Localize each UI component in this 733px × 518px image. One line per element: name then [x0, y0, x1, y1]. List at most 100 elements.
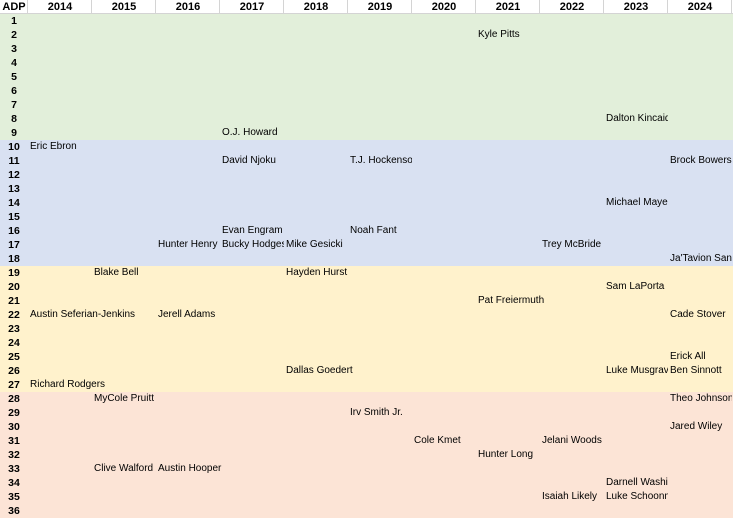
adp-rank-cell[interactable]: 13 [8, 183, 20, 195]
header-column-divider [155, 0, 156, 14]
adp-rank-cell[interactable]: 34 [8, 477, 20, 489]
adp-rank-cell[interactable]: 19 [8, 267, 20, 279]
player-cell[interactable]: Richard Rodgers [30, 379, 106, 390]
adp-rank-cell[interactable]: 15 [8, 211, 20, 223]
adp-rank-cell[interactable]: 17 [8, 239, 20, 251]
year-column-header[interactable]: 2016 [175, 1, 201, 13]
player-cell[interactable]: Evan Engram [222, 225, 283, 236]
player-cell[interactable]: Michael Mayer [606, 197, 668, 208]
player-cell[interactable]: Jelani Woods [542, 435, 602, 446]
player-cell[interactable]: Noah Fant [350, 225, 397, 236]
adp-rank-cell[interactable]: 24 [8, 337, 20, 349]
adp-rank-cell[interactable]: 20 [8, 281, 20, 293]
year-column-header[interactable]: 2020 [431, 1, 457, 13]
player-cell[interactable]: Ja'Tavion Sanders [670, 253, 732, 264]
player-cell[interactable]: Eric Ebron [30, 141, 77, 152]
adp-rank-cell[interactable]: 5 [11, 71, 17, 83]
adp-rank-cell[interactable]: 7 [11, 99, 17, 111]
adp-rank-cell[interactable]: 30 [8, 421, 20, 433]
adp-rank-cell[interactable]: 22 [8, 309, 20, 321]
player-cell[interactable]: Dallas Goedert [286, 365, 353, 376]
header-column-divider [219, 0, 220, 14]
adp-rank-cell[interactable]: 33 [8, 463, 20, 475]
header-column-divider [411, 0, 412, 14]
player-cell[interactable]: Luke Musgrave [606, 365, 668, 376]
adp-rank-cell[interactable]: 8 [11, 113, 17, 125]
adp-rank-cell[interactable]: 4 [11, 57, 17, 69]
header-column-divider [475, 0, 476, 14]
header-column-divider [603, 0, 604, 14]
player-cell[interactable]: Austin Hooper [158, 463, 222, 474]
player-cell[interactable]: Brock Bowers [670, 155, 732, 166]
adp-rank-cell[interactable]: 21 [8, 295, 20, 307]
adp-rank-cell[interactable]: 29 [8, 407, 20, 419]
adp-rank-cell[interactable]: 36 [8, 505, 20, 517]
player-cell[interactable]: Blake Bell [94, 267, 139, 278]
player-cell[interactable]: Austin Seferian-Jenkins [30, 309, 136, 320]
player-cell[interactable]: Hunter Henry [158, 239, 218, 250]
player-cell[interactable]: Hunter Long [478, 449, 534, 460]
player-cell[interactable]: O.J. Howard [222, 127, 278, 138]
player-cell[interactable]: MyCole Pruitt [94, 393, 155, 404]
year-column-header[interactable]: 2015 [111, 1, 137, 13]
player-cell[interactable]: Mike Gesicki [286, 239, 343, 250]
year-column-header[interactable]: 2019 [367, 1, 393, 13]
player-cell[interactable]: Bucky Hodges [222, 239, 284, 250]
header-column-divider [539, 0, 540, 14]
player-cell[interactable]: Luke Schoonmaker [606, 491, 668, 502]
adp-rank-cell[interactable]: 26 [8, 365, 20, 377]
player-cell[interactable]: T.J. Hockenson [350, 155, 412, 166]
adp-rank-cell[interactable]: 28 [8, 393, 20, 405]
adp-rank-cell[interactable]: 31 [8, 435, 20, 447]
year-column-header[interactable]: 2014 [47, 1, 73, 13]
adp-rank-cell[interactable]: 12 [8, 169, 20, 181]
adp-rank-cell[interactable]: 16 [8, 225, 20, 237]
adp-rank-cell[interactable]: 23 [8, 323, 20, 335]
player-cell[interactable]: Cade Stover [670, 309, 726, 320]
player-cell[interactable]: Dalton Kincaid [606, 113, 668, 124]
header-column-divider [283, 0, 284, 14]
player-cell[interactable]: Theo Johnson [670, 393, 732, 404]
year-column-header[interactable]: 2017 [239, 1, 265, 13]
adp-rank-cell[interactable]: 27 [8, 379, 20, 391]
adp-rank-cell[interactable]: 3 [11, 43, 17, 55]
adp-rank-cell[interactable]: 18 [8, 253, 20, 265]
player-cell[interactable]: Cole Kmet [414, 435, 461, 446]
adp-rank-cell[interactable]: 25 [8, 351, 20, 363]
adp-column-header[interactable]: ADP [2, 1, 26, 13]
player-cell[interactable]: Hayden Hurst [286, 267, 348, 278]
player-cell[interactable]: Kyle Pitts [478, 29, 520, 40]
tier-band [0, 14, 733, 140]
player-cell[interactable]: Ben Sinnott [670, 365, 722, 376]
year-column-header[interactable]: 2023 [623, 1, 649, 13]
adp-rank-cell[interactable]: 14 [8, 197, 20, 209]
year-column-header[interactable]: 2018 [303, 1, 329, 13]
header-column-divider [667, 0, 668, 14]
player-cell[interactable]: Pat Freiermuth [478, 295, 545, 306]
adp-rank-cell[interactable]: 9 [11, 127, 17, 139]
header-column-divider [27, 0, 28, 14]
player-cell[interactable]: Clive Walford [94, 463, 154, 474]
player-cell[interactable]: Irv Smith Jr. [350, 407, 403, 418]
adp-rank-cell[interactable]: 32 [8, 449, 20, 461]
player-cell[interactable]: Jerell Adams [158, 309, 216, 320]
adp-rank-cell[interactable]: 10 [8, 141, 20, 153]
player-cell[interactable]: Sam LaPorta [606, 281, 665, 292]
adp-rank-cell[interactable]: 1 [11, 15, 17, 27]
player-cell[interactable]: Darnell Washington [606, 477, 668, 488]
year-column-header[interactable]: 2024 [687, 1, 713, 13]
adp-rank-cell[interactable]: 2 [11, 29, 17, 41]
year-column-header[interactable]: 2022 [559, 1, 585, 13]
tier-band [0, 140, 733, 266]
header-column-divider [91, 0, 92, 14]
player-cell[interactable]: Trey McBride [542, 239, 602, 250]
player-cell[interactable]: Erick All [670, 351, 706, 362]
adp-rank-cell[interactable]: 6 [11, 85, 17, 97]
year-column-header[interactable]: 2021 [495, 1, 521, 13]
adp-rank-cell[interactable]: 35 [8, 491, 20, 503]
player-cell[interactable]: David Njoku [222, 155, 276, 166]
player-cell[interactable]: Isaiah Likely [542, 491, 598, 502]
adp-rank-cell[interactable]: 11 [8, 155, 20, 167]
player-cell[interactable]: Jared Wiley [670, 421, 723, 432]
